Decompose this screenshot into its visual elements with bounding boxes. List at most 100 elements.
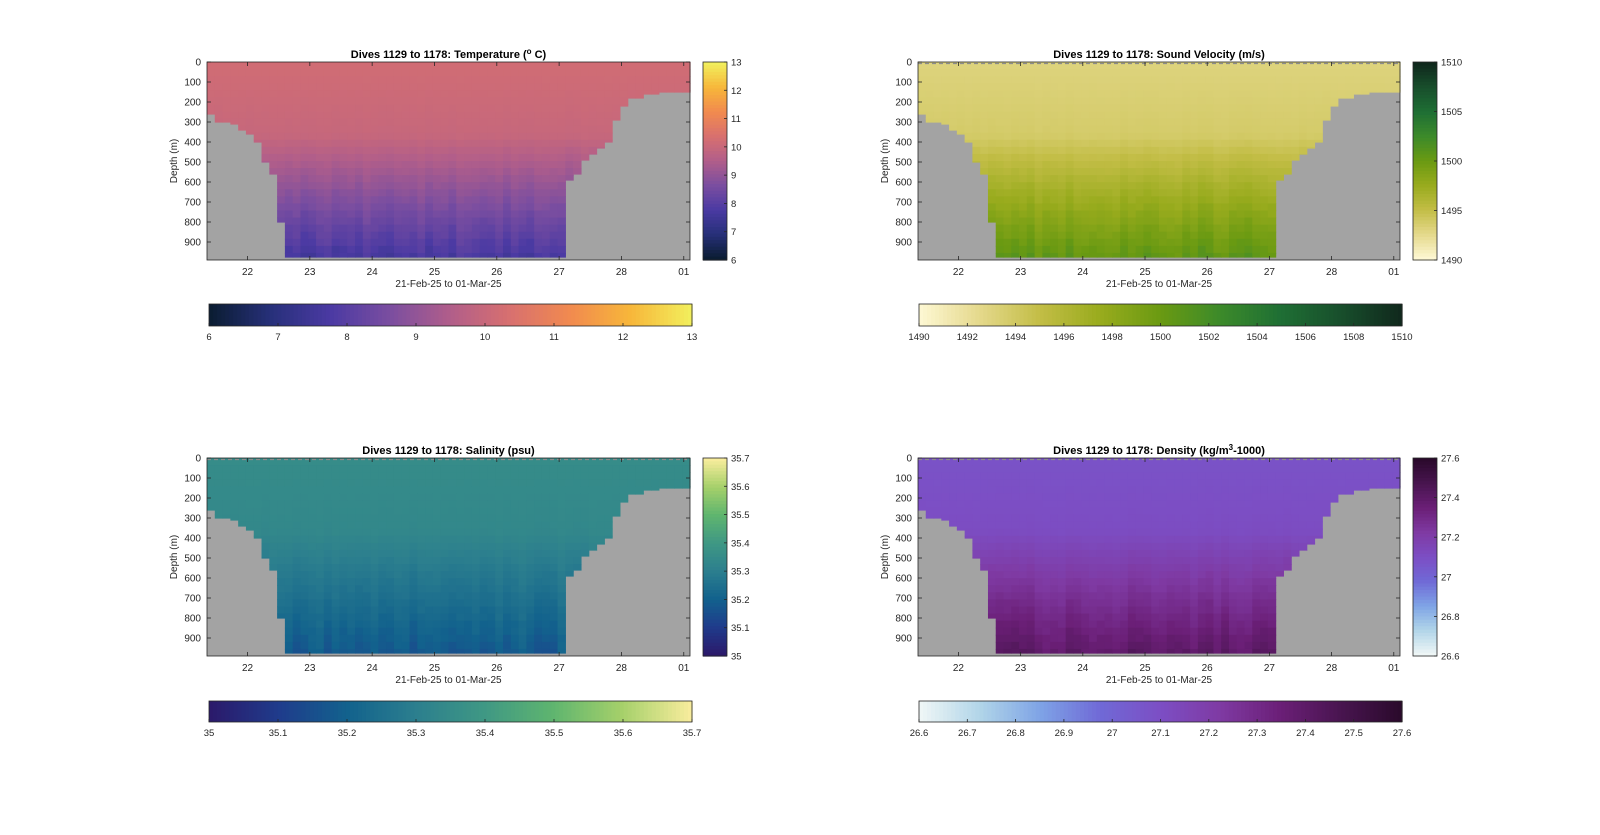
- horizontal-colorbar-cell: [237, 701, 242, 722]
- heatmap-cell: [503, 585, 511, 593]
- horizontal-colorbar-cell: [463, 304, 468, 326]
- heatmap-cell: [1073, 119, 1081, 127]
- heatmap-cell: [1330, 90, 1338, 98]
- heatmap-cell: [1198, 83, 1206, 91]
- heatmap-cell: [246, 472, 254, 480]
- heatmap-cell: [1019, 140, 1027, 148]
- heatmap-cell: [1011, 614, 1019, 622]
- heatmap-cell: [363, 140, 371, 148]
- heatmap-cell: [456, 182, 464, 190]
- heatmap-cell: [1027, 97, 1035, 105]
- heatmap-cell: [1175, 140, 1183, 148]
- heatmap-cell: [262, 119, 270, 127]
- heatmap-cell: [1314, 112, 1322, 120]
- heatmap-cell: [1011, 203, 1019, 211]
- heatmap-cell: [581, 536, 589, 544]
- heatmap-cell: [300, 522, 308, 530]
- heatmap-cell: [1237, 112, 1245, 120]
- heatmap-cell: [1027, 90, 1035, 98]
- horizontal-colorbar-cell: [314, 701, 319, 722]
- horizontal-colorbar-cell: [1060, 304, 1065, 326]
- heatmap-cell: [386, 500, 394, 508]
- heatmap-cell: [371, 529, 379, 537]
- heatmap-cell: [394, 232, 402, 240]
- heatmap-cell: [1105, 69, 1113, 77]
- heatmap-cell: [285, 104, 293, 112]
- heatmap-cell: [1128, 182, 1136, 190]
- heatmap-cell: [300, 112, 308, 120]
- heatmap-cell: [355, 147, 363, 155]
- heatmap-cell: [1190, 126, 1198, 134]
- heatmap-cell: [487, 246, 495, 254]
- heatmap-cell: [1066, 196, 1074, 204]
- heatmap-cell: [456, 557, 464, 565]
- heatmap-cell: [1276, 147, 1284, 155]
- heatmap-cell: [1042, 564, 1050, 572]
- heatmap-cell: [511, 493, 519, 501]
- heatmap-cell: [1252, 182, 1260, 190]
- heatmap-cell: [519, 592, 527, 600]
- heatmap-cell: [988, 175, 996, 183]
- horizontal-colorbar-cell: [1120, 304, 1125, 326]
- heatmap-cell: [1159, 203, 1167, 211]
- horizontal-colorbar-label: 1504: [1247, 332, 1268, 343]
- horizontal-colorbar-cell: [595, 304, 600, 326]
- heatmap-cell: [1112, 147, 1120, 155]
- heatmap-cell: [394, 126, 402, 134]
- heatmap-cell: [1213, 97, 1221, 105]
- heatmap-cell: [308, 119, 316, 127]
- heatmap-cell: [394, 246, 402, 254]
- heatmap-cell: [441, 465, 449, 473]
- heatmap-cell: [347, 585, 355, 593]
- heatmap-cell: [1011, 564, 1019, 572]
- heatmap-cell: [347, 557, 355, 565]
- heatmap-cell: [988, 69, 996, 77]
- heatmap-cell: [972, 119, 980, 127]
- heatmap-cell: [456, 592, 464, 600]
- heatmap-cell: [542, 196, 550, 204]
- heatmap-cell: [581, 140, 589, 148]
- heatmap-cell: [1221, 161, 1229, 169]
- heatmap-cell: [1136, 218, 1144, 226]
- heatmap-cell: [1136, 97, 1144, 105]
- heatmap-cell: [1221, 232, 1229, 240]
- heatmap-cell: [620, 479, 628, 487]
- heatmap-cell: [449, 189, 457, 197]
- heatmap-cell: [1198, 112, 1206, 120]
- heatmap-cell: [378, 472, 386, 480]
- heatmap-cell: [1058, 140, 1066, 148]
- heatmap-cell: [1151, 246, 1159, 254]
- heatmap-cell: [1027, 479, 1035, 487]
- heatmap-cell: [573, 119, 581, 127]
- heatmap-cell: [1073, 196, 1081, 204]
- heatmap-cell: [487, 557, 495, 565]
- heatmap-cell: [1136, 182, 1144, 190]
- horizontal-colorbar-cell: [261, 701, 266, 722]
- heatmap-cell: [612, 97, 620, 105]
- horizontal-colorbar-cell: [430, 701, 435, 722]
- heatmap-cell: [1283, 112, 1291, 120]
- heatmap-cell: [542, 175, 550, 183]
- heatmap-cell: [355, 486, 363, 494]
- heatmap-cell: [480, 607, 488, 615]
- heatmap-cell: [285, 550, 293, 558]
- heatmap-cell: [965, 119, 973, 127]
- heatmap-cell: [378, 635, 386, 643]
- heatmap-cell: [449, 196, 457, 204]
- heatmap-cell: [542, 550, 550, 558]
- heatmap-cell: [456, 112, 464, 120]
- heatmap-cell: [464, 515, 472, 523]
- heatmap-cell: [433, 175, 441, 183]
- heatmap-cell: [285, 571, 293, 579]
- heatmap-cell: [363, 649, 371, 654]
- heatmap-cell: [1361, 69, 1369, 77]
- heatmap-cell: [1011, 225, 1019, 233]
- heatmap-cell: [1089, 239, 1097, 247]
- heatmap-cell: [417, 69, 425, 77]
- heatmap-cell: [1190, 97, 1198, 105]
- heatmap-cell: [339, 182, 347, 190]
- horizontal-colorbar-cell: [277, 304, 282, 326]
- heatmap-cell: [565, 126, 573, 134]
- heatmap-cell: [238, 119, 246, 127]
- horizontal-colorbar-label: 7: [275, 332, 280, 343]
